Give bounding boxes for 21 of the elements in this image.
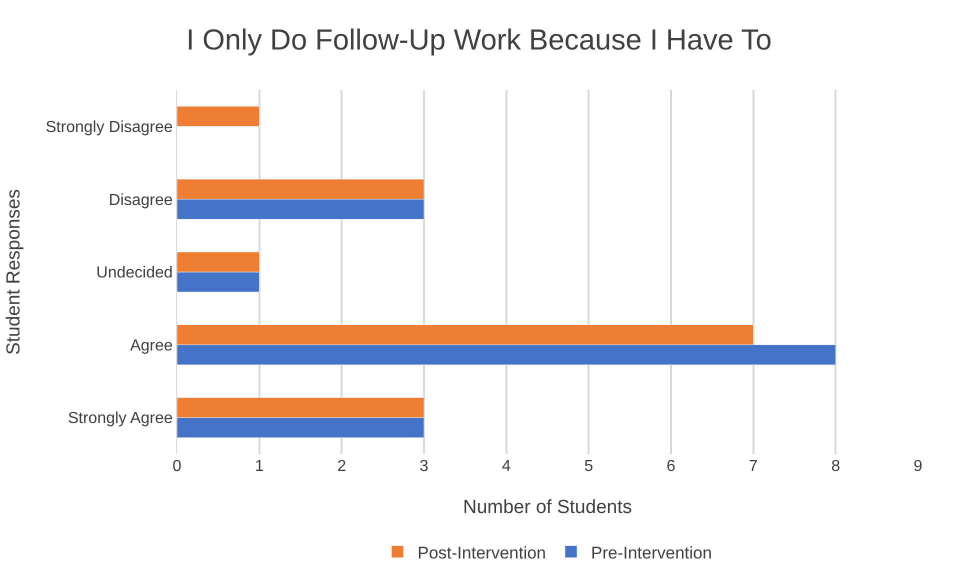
- y-tick-label: Strongly Disagree: [46, 119, 173, 136]
- y-tick-label: Strongly Agree: [68, 410, 173, 428]
- x-tick-label: 1: [254, 458, 264, 475]
- x-tick-label: 5: [584, 458, 594, 475]
- bar: [177, 106, 260, 127]
- x-tick-label: 3: [420, 458, 429, 475]
- x-tick-label: 9: [914, 458, 923, 475]
- x-axis-title: Number of Students: [463, 496, 632, 518]
- x-tick-label: 2: [337, 458, 346, 475]
- legend-label: Pre-Intervention: [591, 543, 712, 562]
- x-tick-label: 6: [666, 458, 676, 475]
- y-axis-title: Student Responses: [3, 189, 24, 355]
- x-tick-label: 7: [748, 458, 758, 475]
- x-tick-label: 0: [172, 458, 182, 475]
- y-tick-label: Undecided: [96, 264, 173, 282]
- y-tick-label: Agree: [130, 337, 173, 354]
- chart-title: I Only Do Follow-Up Work Because I Have To: [186, 24, 772, 56]
- y-tick-label: Disagree: [108, 192, 173, 209]
- x-tick-label: 4: [502, 458, 511, 475]
- legend-label: Post-Intervention: [418, 543, 546, 562]
- x-tick-label: 8: [831, 458, 840, 475]
